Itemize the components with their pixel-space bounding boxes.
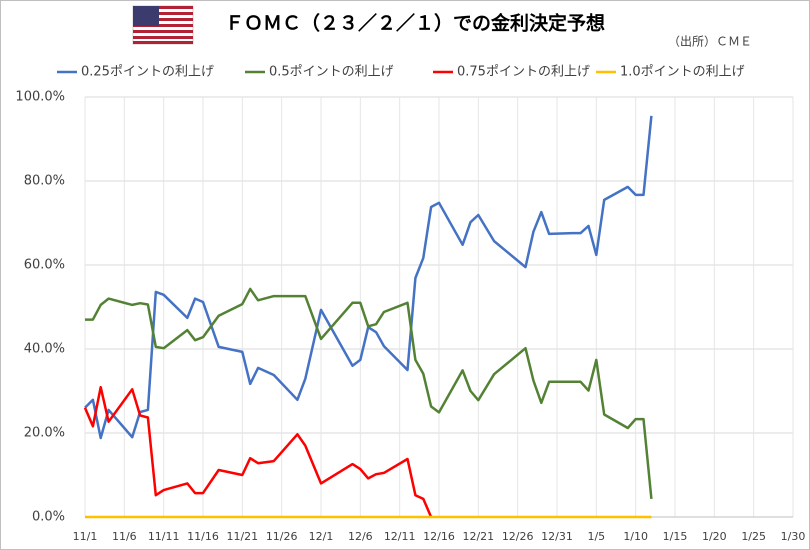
x-tick-label: 1/20 [702,530,727,543]
y-tick-label: 40.0% [24,342,65,357]
x-tick-label: 12/26 [502,530,534,543]
y-tick-label: 100.0% [15,90,65,105]
x-tick-label: 1/15 [663,530,688,543]
chart-title: ＦＯＭＣ（２３／２／１）での金利決定予想 [225,12,605,35]
x-tick-label: 12/11 [384,530,416,543]
x-tick-label: 1/25 [741,530,766,543]
legend-label: 1.0ポイントの利上げ [620,65,745,80]
x-tick-label: 11/11 [148,530,180,543]
legend-label: 0.25ポイントの利上げ [81,65,214,80]
x-tick-label: 12/21 [462,530,494,543]
x-tick-label: 1/30 [781,530,806,543]
series-line [83,385,433,518]
x-tick-label: 12/31 [541,530,573,543]
x-tick-label: 11/21 [226,530,258,543]
x-tick-label: 12/1 [309,530,334,543]
y-tick-label: 60.0% [24,258,65,273]
x-tick-label: 11/6 [112,530,137,543]
x-tick-label: 12/16 [423,530,455,543]
chart-subtitle: （出所）ＣＭＥ [668,35,752,49]
x-tick-label: 1/10 [623,530,648,543]
legend-label: 0.75ポイントの利上げ [457,65,590,80]
y-tick-label: 80.0% [24,174,65,189]
x-tick-label: 11/26 [266,530,298,543]
y-tick-label: 0.0% [32,510,65,525]
series-line [84,115,653,440]
x-tick-label: 12/6 [348,530,373,543]
series-line [85,287,653,500]
x-tick-label: 11/1 [73,530,98,543]
us-flag [132,5,194,45]
x-tick-label: 11/16 [187,530,219,543]
legend-label: 0.5ポイントの利上げ [269,65,394,80]
y-tick-label: 20.0% [24,426,65,441]
x-tick-label: 1/5 [587,530,605,543]
